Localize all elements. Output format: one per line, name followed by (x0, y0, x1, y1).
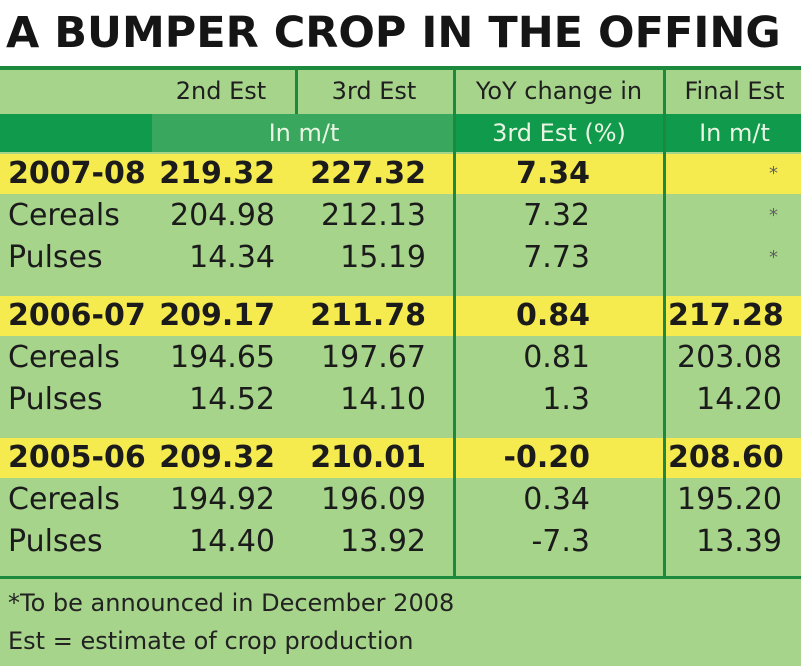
cell-3rd-est: 210.01 (310, 440, 426, 475)
unit-band-left (0, 114, 152, 152)
column-divider-final (663, 70, 666, 576)
unit-band-right (456, 114, 801, 152)
cell-3rd-est: 13.92 (340, 524, 426, 559)
cell-3rd-est: 212.13 (321, 198, 426, 233)
cell-final-est: 208.60 (668, 440, 784, 475)
cell-yoy: 1.3 (542, 382, 590, 417)
unit-label-est: In m/t (268, 119, 340, 147)
cell-final-star: * (769, 163, 778, 184)
unit-label-yoy: 3rd Est (%) (492, 119, 626, 147)
row-year-label: 2006-07 (8, 298, 146, 333)
header-2nd-est: 2nd Est (175, 77, 267, 105)
cell-3rd-est: 196.09 (321, 482, 426, 517)
cell-2nd-est: 209.32 (159, 440, 275, 475)
cell-2nd-est: 204.98 (170, 198, 275, 233)
cell-final-star: * (769, 247, 778, 268)
row-cereals-label: Cereals (8, 482, 120, 517)
cell-final-star: * (769, 205, 778, 226)
column-divider-yoy (453, 70, 456, 576)
header-yoy-change: YoY change in (475, 77, 643, 105)
header-divider-1 (295, 70, 298, 114)
title-bar: A BUMPER CROP IN THE OFFING (0, 0, 801, 66)
unit-label-final: In m/t (699, 119, 770, 147)
cell-yoy: -7.3 (531, 524, 590, 559)
cell-final-est: 14.20 (696, 382, 782, 417)
cell-2nd-est: 194.65 (170, 340, 275, 375)
cell-yoy: 0.84 (515, 298, 590, 333)
cell-yoy: 0.34 (523, 482, 590, 517)
cell-yoy: 0.81 (523, 340, 590, 375)
row-year-label: 2005-06 (8, 440, 146, 475)
cell-3rd-est: 197.67 (321, 340, 426, 375)
cell-final-est: 195.20 (677, 482, 782, 517)
cell-3rd-est: 14.10 (340, 382, 426, 417)
header-final-est: Final Est (684, 77, 785, 105)
cell-3rd-est: 15.19 (340, 240, 426, 275)
row-cereals-label: Cereals (8, 340, 120, 375)
cell-yoy: 7.34 (515, 156, 590, 191)
top-rule (0, 66, 801, 70)
row-highlight-2007-08 (0, 154, 801, 194)
chart-title: A BUMPER CROP IN THE OFFING (6, 8, 781, 58)
bottom-rule (0, 576, 801, 579)
cell-2nd-est: 14.52 (189, 382, 275, 417)
row-pulses-label: Pulses (8, 240, 103, 275)
cell-yoy: 7.73 (523, 240, 590, 275)
cell-final-est: 217.28 (668, 298, 784, 333)
cell-2nd-est: 219.32 (159, 156, 275, 191)
row-cereals-label: Cereals (8, 198, 120, 233)
header-3rd-est: 3rd Est (331, 77, 417, 105)
cell-2nd-est: 14.40 (189, 524, 275, 559)
cell-3rd-est: 211.78 (310, 298, 426, 333)
cell-yoy: 7.32 (523, 198, 590, 233)
row-highlight-2005-06 (0, 438, 801, 478)
cell-final-est: 13.39 (696, 524, 782, 559)
row-year-label: 2007-08 (8, 156, 146, 191)
unit-band-est (152, 114, 456, 152)
cell-2nd-est: 14.34 (189, 240, 275, 275)
row-pulses-label: Pulses (8, 524, 103, 559)
footnote-est-definition: Est = estimate of crop production (8, 627, 414, 655)
cell-2nd-est: 194.92 (170, 482, 275, 517)
footnote-announcement: *To be announced in December 2008 (8, 589, 455, 617)
cell-3rd-est: 227.32 (310, 156, 426, 191)
cell-2nd-est: 209.17 (159, 298, 275, 333)
row-pulses-label: Pulses (8, 382, 103, 417)
cell-yoy: -0.20 (503, 440, 590, 475)
cell-final-est: 203.08 (677, 340, 782, 375)
row-highlight-2006-07 (0, 296, 801, 336)
